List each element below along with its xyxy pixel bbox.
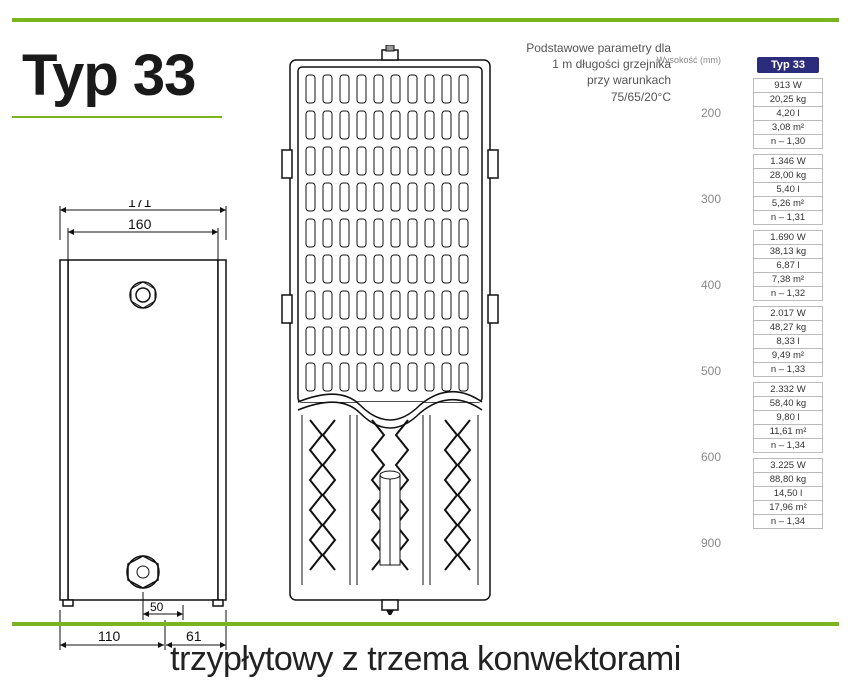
spec-cell: 14,50 l: [753, 486, 823, 501]
spec-cell: 5,40 l: [753, 182, 823, 197]
height-label: 600: [681, 450, 721, 464]
spec-cell: 20,25 kg: [753, 92, 823, 107]
spec-cell: 11,61 m²: [753, 424, 823, 439]
dim-offset: 50: [150, 600, 164, 614]
spec-cell: 58,40 kg: [753, 396, 823, 411]
page-title: Typ 33: [22, 42, 195, 109]
spec-cell: 2.017 W: [753, 306, 823, 321]
spec-cell: n – 1,33: [753, 362, 823, 377]
spec-cell: 38,13 kg: [753, 244, 823, 259]
spec-group: 1.346 W28,00 kg5,40 l5,26 m²n – 1,31: [733, 154, 833, 225]
spec-cell: 3,08 m²: [753, 120, 823, 135]
spec-header: Typ 33: [757, 57, 819, 73]
spec-cell: 5,26 m²: [753, 196, 823, 211]
spec-cell: 913 W: [753, 78, 823, 93]
spec-cell: 17,96 m²: [753, 500, 823, 515]
spec-cell: 9,49 m²: [753, 348, 823, 363]
spec-cell: 4,20 l: [753, 106, 823, 121]
title-underline: [12, 116, 222, 118]
height-label: 500: [681, 364, 721, 378]
spec-cell: 2.332 W: [753, 382, 823, 397]
spec-column: Typ 33 913 W20,25 kg4,20 l3,08 m²n – 1,3…: [733, 55, 833, 533]
height-label: 200: [681, 106, 721, 120]
spec-cell: 1.690 W: [753, 230, 823, 245]
spec-group: 1.690 W38,13 kg6,87 l7,38 m²n – 1,32: [733, 230, 833, 301]
spec-cell: 48,27 kg: [753, 320, 823, 335]
dim-inner-width: 160: [128, 216, 152, 232]
spec-cell: n – 1,30: [753, 134, 823, 149]
spec-cell: 6,87 l: [753, 258, 823, 273]
spec-group: 2.332 W58,40 kg9,80 l11,61 m²n – 1,34: [733, 382, 833, 453]
front-view-diagram: [260, 45, 520, 615]
spec-group: 913 W20,25 kg4,20 l3,08 m²n – 1,30: [733, 78, 833, 149]
spec-cell: 88,80 kg: [753, 472, 823, 487]
spec-cell: 28,00 kg: [753, 168, 823, 183]
spec-cell: n – 1,31: [753, 210, 823, 225]
height-label: 900: [681, 536, 721, 550]
height-label: 300: [681, 192, 721, 206]
spec-cell: n – 1,32: [753, 286, 823, 301]
diagram-area: 171 160 50 110 61: [20, 140, 510, 620]
height-column-label: Wysokość (mm): [657, 55, 721, 65]
side-view-diagram: 171 160 50 110 61: [48, 200, 258, 660]
spec-cell: 3.225 W: [753, 458, 823, 473]
spec-cell: n – 1,34: [753, 514, 823, 529]
spec-cell: 9,80 l: [753, 410, 823, 425]
height-label: 400: [681, 278, 721, 292]
top-divider: [12, 18, 839, 22]
spec-cell: n – 1,34: [753, 438, 823, 453]
spec-cell: 1.346 W: [753, 154, 823, 169]
spec-group: 2.017 W48,27 kg8,33 l9,49 m²n – 1,33: [733, 306, 833, 377]
spec-cell: 7,38 m²: [753, 272, 823, 287]
dim-outer-width: 171: [128, 200, 152, 210]
bottom-caption: trzypłytowy z trzema konwektorami: [0, 640, 851, 679]
bottom-divider: [12, 622, 839, 626]
spec-group: 3.225 W88,80 kg14,50 l17,96 m²n – 1,34: [733, 458, 833, 529]
spec-cell: 8,33 l: [753, 334, 823, 349]
